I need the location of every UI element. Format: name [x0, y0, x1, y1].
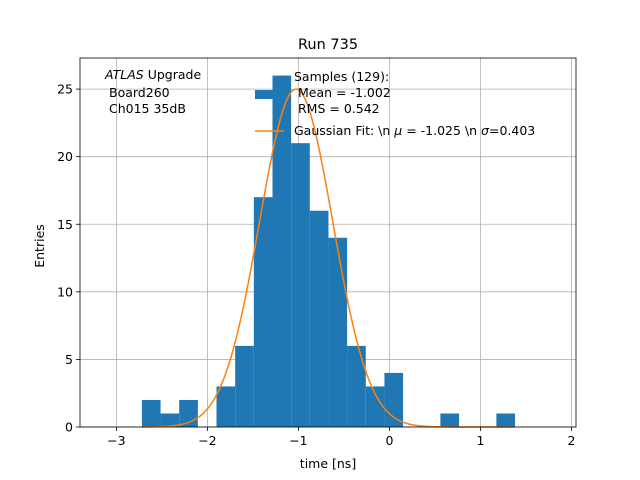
x-axis-label: time [ns]	[300, 456, 356, 471]
y-tick-label-0: 0	[65, 420, 73, 435]
histogram-bar	[384, 372, 404, 427]
histogram-bar	[253, 197, 273, 427]
legend-fit-sigma: σ	[481, 123, 490, 138]
x-tick-label-2: −1	[289, 433, 307, 448]
x-tick-label-4: 1	[476, 433, 484, 448]
y-tick-label-4: 20	[57, 149, 73, 164]
x-tick-label-0: −3	[107, 433, 125, 448]
annotation-upgrade: Upgrade	[144, 67, 202, 82]
histogram-bar	[347, 345, 366, 427]
annotation-atlas: ATLAS	[104, 67, 144, 82]
legend-histogram-swatch	[255, 90, 284, 99]
legend-fit-mu: μ	[393, 123, 402, 138]
histogram-bar	[141, 399, 161, 427]
histogram-bar	[216, 386, 236, 427]
x-tick-label-1: −2	[198, 433, 216, 448]
x-tick-label-5: 2	[567, 433, 575, 448]
annotation-line-2: Board260	[109, 85, 170, 100]
chart-title: Run 735	[298, 37, 358, 53]
histogram-bar	[272, 75, 292, 428]
annotation-line-1: ATLAS Upgrade	[104, 67, 201, 82]
histogram-bar	[328, 237, 348, 427]
legend-fit-mid: = -1.025 \n	[402, 123, 481, 138]
legend-fit-suffix: =0.403	[489, 123, 535, 138]
histogram-bar	[309, 210, 329, 427]
y-axis-ticks: 0 5 10 15 20 25	[57, 82, 80, 435]
y-tick-label-2: 10	[57, 284, 73, 299]
x-tick-label-3: 0	[385, 433, 393, 448]
y-tick-label-3: 15	[57, 217, 73, 232]
axes-frame	[79, 57, 577, 428]
histogram-bar	[496, 413, 516, 427]
histogram-bar	[365, 386, 385, 427]
histogram-bars	[141, 75, 516, 428]
x-axis-ticks: −3 −2 −1 0 1 2	[107, 427, 575, 448]
legend: Samples (129): Mean = -1.002 RMS = 0.542…	[255, 69, 535, 138]
y-axis-label: Entries	[32, 224, 47, 268]
histogram-bar	[291, 143, 310, 427]
legend-fit-prefix: Gaussian Fit: \n	[294, 123, 394, 138]
y-tick-label-1: 5	[65, 352, 73, 367]
annotation: ATLAS Upgrade Board260 Ch015 35dB	[104, 67, 201, 116]
legend-histogram-label: Samples (129):	[294, 69, 389, 84]
y-tick-label-5: 25	[57, 82, 73, 97]
annotation-line-3: Ch015 35dB	[109, 101, 186, 116]
legend-rms: RMS = 0.542	[298, 101, 380, 116]
legend-fit-label: Gaussian Fit: \n μ = -1.025 \n σ=0.403	[294, 123, 535, 138]
histogram-bar	[235, 345, 254, 427]
histogram-bar	[440, 413, 460, 427]
legend-mean: Mean = -1.002	[298, 85, 391, 100]
histogram-bar	[160, 413, 180, 427]
